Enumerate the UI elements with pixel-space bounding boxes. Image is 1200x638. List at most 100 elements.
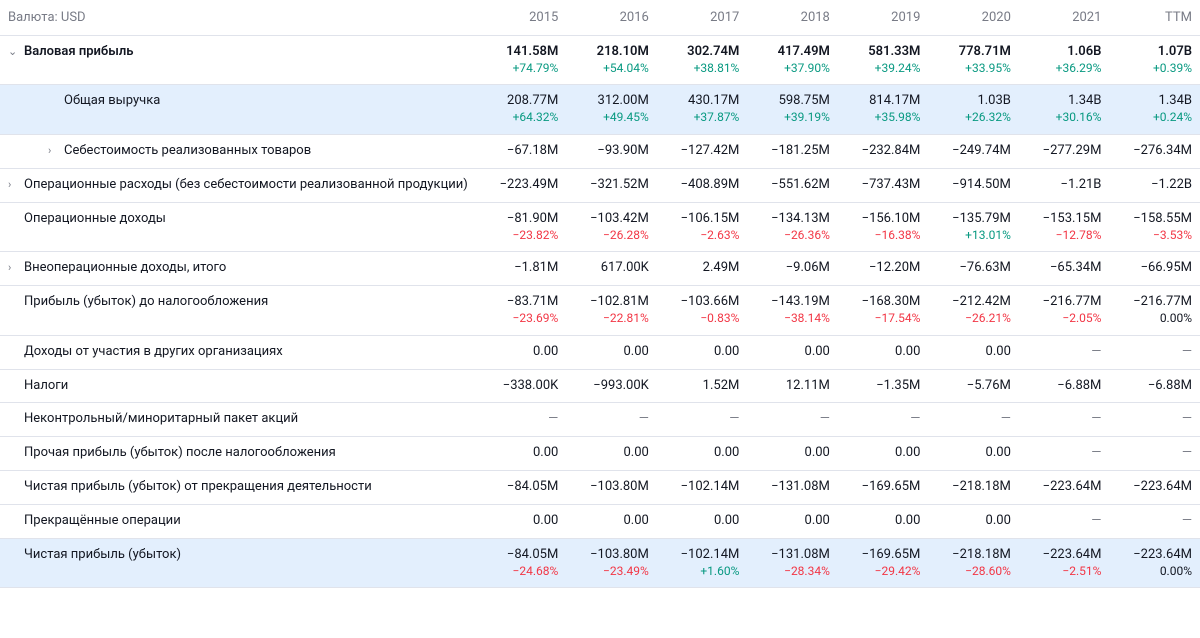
column-header[interactable]: 2021 bbox=[1019, 0, 1110, 36]
table-row: Прочая прибыль (убыток) после налогообло… bbox=[0, 437, 1200, 471]
data-cell: 0.00 bbox=[566, 437, 657, 471]
cell-value: −131.08M bbox=[755, 479, 830, 496]
row-label[interactable]: Чистая прибыль (убыток) bbox=[24, 547, 181, 562]
data-cell: 1.52M bbox=[657, 369, 748, 403]
data-cell: — bbox=[747, 403, 838, 437]
cell-value: 218.10M bbox=[574, 44, 649, 61]
data-cell: 0.00 bbox=[838, 437, 929, 471]
cell-value: −135.79M bbox=[936, 211, 1011, 228]
data-cell: −76.63M bbox=[928, 252, 1019, 286]
data-cell: −12.20M bbox=[838, 252, 929, 286]
row-label[interactable]: Чистая прибыль (убыток) от прекращения д… bbox=[24, 479, 372, 494]
cell-value: 1.34B bbox=[1117, 93, 1192, 110]
row-label[interactable]: Доходы от участия в других организациях bbox=[24, 344, 283, 359]
row-label[interactable]: Прибыль (убыток) до налогообложения bbox=[24, 294, 268, 309]
data-cell: 598.75M+39.19% bbox=[747, 85, 838, 134]
cell-value: −158.55M bbox=[1117, 211, 1192, 228]
data-cell: −106.15M−2.63% bbox=[657, 202, 748, 251]
currency-header: Валюта: USD bbox=[0, 0, 476, 36]
data-cell: 0.00 bbox=[747, 335, 838, 369]
row-label[interactable]: Прекращённые операции bbox=[24, 513, 181, 528]
column-header[interactable]: TTM bbox=[1109, 0, 1200, 36]
data-cell: −232.84M bbox=[838, 134, 929, 168]
data-cell: −1.35M bbox=[838, 369, 929, 403]
cell-value: −103.42M bbox=[574, 211, 649, 228]
column-header[interactable]: 2017 bbox=[657, 0, 748, 36]
data-cell: — bbox=[1109, 505, 1200, 539]
data-cell: — bbox=[1019, 403, 1110, 437]
data-cell: 0.00 bbox=[928, 437, 1019, 471]
data-cell: −169.65M−29.42% bbox=[838, 538, 929, 587]
data-cell: −1.22B bbox=[1109, 168, 1200, 202]
cell-value: — bbox=[755, 411, 830, 428]
data-cell: −223.49M bbox=[476, 168, 567, 202]
data-cell: −83.71M−23.69% bbox=[476, 286, 567, 335]
cell-value: — bbox=[1027, 344, 1102, 361]
cell-percent: −22.81% bbox=[574, 311, 649, 327]
cell-value: 778.71M bbox=[936, 44, 1011, 61]
column-header[interactable]: 2016 bbox=[566, 0, 657, 36]
data-cell: −169.65M bbox=[838, 471, 929, 505]
row-label[interactable]: Внеоперационные доходы, итого bbox=[24, 260, 226, 275]
data-cell: −65.34M bbox=[1019, 252, 1110, 286]
data-cell: 2.49M bbox=[657, 252, 748, 286]
row-label[interactable]: Общая выручка bbox=[64, 93, 160, 108]
cell-value: 0.00 bbox=[846, 513, 921, 530]
row-label[interactable]: Налоги bbox=[24, 378, 68, 393]
cell-value: 0.00 bbox=[755, 344, 830, 361]
cell-value: −223.64M bbox=[1117, 547, 1192, 564]
data-cell: — bbox=[1109, 335, 1200, 369]
row-label[interactable]: Прочая прибыль (убыток) после налогообло… bbox=[24, 445, 336, 460]
row-label[interactable]: Операционные расходы (без себестоимости … bbox=[24, 177, 468, 192]
row-label[interactable]: Себестоимость реализованных товаров bbox=[64, 143, 311, 158]
cell-value: 0.00 bbox=[484, 513, 559, 530]
cell-value: −1.35M bbox=[846, 378, 921, 395]
row-label[interactable]: Неконтрольный/миноритарный пакет акций bbox=[24, 411, 298, 426]
chevron-right-icon[interactable]: › bbox=[8, 178, 18, 191]
cell-value: — bbox=[665, 411, 740, 428]
column-header[interactable]: 2019 bbox=[838, 0, 929, 36]
data-cell: −102.81M−22.81% bbox=[566, 286, 657, 335]
data-cell: 218.10M+54.04% bbox=[566, 36, 657, 85]
cell-value: −103.80M bbox=[574, 547, 649, 564]
column-header[interactable]: 2015 bbox=[476, 0, 567, 36]
chevron-right-icon[interactable]: › bbox=[8, 261, 18, 274]
chevron-down-icon[interactable]: ⌄ bbox=[8, 45, 18, 58]
cell-value: −103.66M bbox=[665, 294, 740, 311]
data-cell: 1.07B+0.39% bbox=[1109, 36, 1200, 85]
column-header[interactable]: 2018 bbox=[747, 0, 838, 36]
data-cell: 778.71M+33.95% bbox=[928, 36, 1019, 85]
data-cell: — bbox=[1019, 437, 1110, 471]
data-cell: −321.52M bbox=[566, 168, 657, 202]
data-cell: −6.88M bbox=[1109, 369, 1200, 403]
cell-value: 0.00 bbox=[665, 513, 740, 530]
cell-percent: +39.24% bbox=[846, 61, 921, 77]
cell-value: — bbox=[574, 411, 649, 428]
data-cell: −212.42M−26.21% bbox=[928, 286, 1019, 335]
data-cell: −223.64M bbox=[1109, 471, 1200, 505]
column-header[interactable]: 2020 bbox=[928, 0, 1019, 36]
data-cell: −102.14M+1.60% bbox=[657, 538, 748, 587]
table-row: › Операционные расходы (без себестоимости… bbox=[0, 168, 1200, 202]
data-cell: −81.90M−23.82% bbox=[476, 202, 567, 251]
table-row: Прекращённые операции0.000.000.000.000.0… bbox=[0, 505, 1200, 539]
row-label[interactable]: Валовая прибыль bbox=[24, 44, 134, 59]
data-cell: 417.49M+37.90% bbox=[747, 36, 838, 85]
data-cell: −93.90M bbox=[566, 134, 657, 168]
cell-value: 1.07B bbox=[1117, 44, 1192, 61]
cell-value: −218.18M bbox=[936, 479, 1011, 496]
cell-value: −218.18M bbox=[936, 547, 1011, 564]
cell-value: −65.34M bbox=[1027, 260, 1102, 277]
cell-value: −102.81M bbox=[574, 294, 649, 311]
cell-value: 0.00 bbox=[574, 445, 649, 462]
row-label[interactable]: Операционные доходы bbox=[24, 211, 166, 226]
data-cell: 0.00 bbox=[566, 505, 657, 539]
cell-percent: −23.69% bbox=[484, 311, 559, 327]
chevron-right-icon[interactable]: › bbox=[48, 144, 58, 157]
cell-value: −134.13M bbox=[755, 211, 830, 228]
cell-percent: −26.28% bbox=[574, 228, 649, 244]
data-cell: 0.00 bbox=[928, 335, 1019, 369]
cell-value: −338.00K bbox=[484, 378, 559, 395]
cell-value: — bbox=[1027, 513, 1102, 530]
cell-value: — bbox=[846, 411, 921, 428]
